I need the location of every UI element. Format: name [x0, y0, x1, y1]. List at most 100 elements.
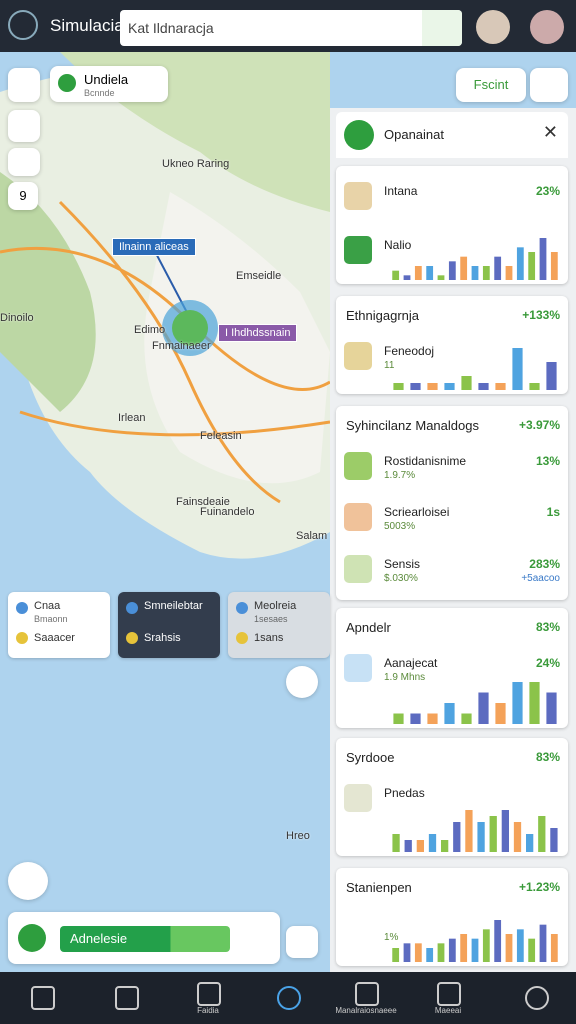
- avatar[interactable]: [476, 10, 510, 44]
- panel-card: Syrdooe 83% Pnedas: [336, 738, 568, 856]
- shield-button[interactable]: [286, 926, 318, 958]
- location: Undiela: [84, 72, 129, 87]
- bar: [427, 713, 438, 724]
- nav-icon[interactable]: [525, 986, 549, 1010]
- info-card[interactable]: Cnaa Bmaonn Saaacer: [8, 592, 110, 658]
- bar: [448, 261, 456, 280]
- hotspot: [172, 310, 208, 346]
- card-change: +1.23%: [518, 880, 560, 894]
- nav-icon[interactable]: [355, 982, 379, 1006]
- row-icon[interactable]: [344, 182, 372, 210]
- search-button[interactable]: [422, 10, 462, 46]
- tool-button[interactable]: [8, 148, 40, 176]
- bar: [416, 840, 424, 852]
- nav-icon[interactable]: [197, 982, 221, 1006]
- bar: [460, 934, 468, 962]
- row-sub: 11: [384, 360, 395, 371]
- nav-icon[interactable]: [115, 986, 139, 1010]
- bar: [516, 929, 524, 962]
- bar: [477, 822, 485, 852]
- row-icon[interactable]: [344, 236, 372, 264]
- search-button[interactable]: Fscint: [456, 68, 526, 102]
- info-card[interactable]: Smneilebtar Srahsis: [118, 592, 220, 658]
- row-icon[interactable]: [344, 554, 372, 583]
- row-label: Sensis: [384, 556, 421, 571]
- progress-button[interactable]: Adnelesie: [60, 926, 230, 952]
- bar: [410, 383, 421, 390]
- bar: [512, 348, 523, 390]
- info-card[interactable]: Meolreia 1sesaes 1sans: [228, 592, 330, 658]
- bar: [426, 266, 434, 280]
- info-title: 1sans: [254, 632, 284, 644]
- back-button[interactable]: [8, 68, 40, 102]
- nav-icon[interactable]: [31, 986, 55, 1010]
- map-label: Ukneo Raring: [162, 158, 230, 170]
- panel-card: Apndelr 83% Aanajecat 24% 1.9 Mhns: [336, 608, 568, 728]
- info-title: Saaacer: [34, 632, 75, 644]
- bar: [478, 383, 489, 390]
- mini-chart: [393, 348, 557, 390]
- bar: [494, 920, 502, 962]
- tool-button[interactable]: [8, 110, 40, 142]
- header: Simulacia Kat Ildnaracja: [0, 0, 576, 52]
- nav-icon[interactable]: [277, 986, 301, 1010]
- location-sub: Bcnnde: [84, 88, 115, 98]
- card-change: 83%: [535, 750, 560, 764]
- row-icon[interactable]: [344, 503, 372, 532]
- bar: [392, 948, 400, 962]
- bar: [441, 840, 449, 852]
- info-title: Smneilebtar: [144, 600, 203, 612]
- search-box[interactable]: Kat Ildnaracja: [120, 10, 462, 46]
- bar: [448, 938, 456, 962]
- map-label: Emseidle: [236, 270, 282, 282]
- mini-chart: [392, 238, 558, 280]
- info-title: Srahsis: [144, 632, 181, 644]
- nav-label: Faidia: [197, 1006, 219, 1015]
- avatar[interactable]: [530, 10, 564, 44]
- mini-chart: [392, 810, 558, 852]
- bar: [550, 828, 558, 852]
- bar: [546, 362, 557, 390]
- bar: [546, 692, 557, 724]
- bar: [512, 682, 523, 724]
- map-label: Fuinandelo: [200, 506, 255, 518]
- info-icon: [16, 632, 28, 644]
- locate-button[interactable]: [286, 666, 318, 698]
- bar: [528, 938, 536, 962]
- row-icon[interactable]: [344, 452, 372, 480]
- zoom-badge[interactable]: 9: [8, 182, 38, 210]
- close-button[interactable]: ✕: [542, 122, 558, 142]
- row-icon[interactable]: [344, 342, 372, 370]
- map-callout: Ilnainn aliceas: [112, 238, 196, 256]
- panel-card: Ethnigagrnja +133% Feneodoj 11: [336, 296, 568, 394]
- nav-label: Maeeai: [434, 1006, 462, 1015]
- map-callout: I Ihdhdssnain: [218, 324, 298, 342]
- nav-icon[interactable]: [437, 982, 461, 1006]
- bar: [460, 256, 468, 280]
- bar: [403, 275, 411, 280]
- nav-label: Manalraiosnaeee: [335, 1006, 397, 1015]
- search-text: Kat Ildnaracja: [128, 20, 214, 36]
- panel-card: Syhincilanz Manaldogs +3.97% Rostidanisnim…: [336, 406, 568, 600]
- recenter-button[interactable]: [8, 862, 48, 900]
- app-name: Simulacia: [50, 16, 124, 35]
- row-icon[interactable]: [344, 654, 372, 682]
- logo[interactable]: [8, 10, 38, 40]
- row-sub: $.030%: [384, 572, 418, 584]
- location-chip[interactable]: Undiela Bcnnde: [50, 66, 168, 102]
- row-icon[interactable]: [344, 784, 372, 812]
- bottom-nav: Faidia Manalraiosnaeee Maeeai: [0, 972, 576, 1024]
- panel-header: Opanainat ✕: [336, 112, 568, 158]
- row-label: Rostidanisnime: [384, 454, 467, 468]
- menu-button[interactable]: [530, 68, 568, 102]
- row-label: Pnedas: [384, 786, 425, 800]
- bar: [426, 948, 434, 962]
- row-value: 283%: [529, 556, 560, 571]
- bar: [428, 834, 437, 852]
- card-title: Ethnigagrnja: [346, 308, 419, 323]
- mini-chart: [393, 682, 557, 724]
- panel-icon[interactable]: [344, 120, 374, 150]
- bar: [453, 822, 461, 852]
- card-title: Stanienpen: [346, 880, 412, 895]
- row-value: 23%: [535, 184, 560, 198]
